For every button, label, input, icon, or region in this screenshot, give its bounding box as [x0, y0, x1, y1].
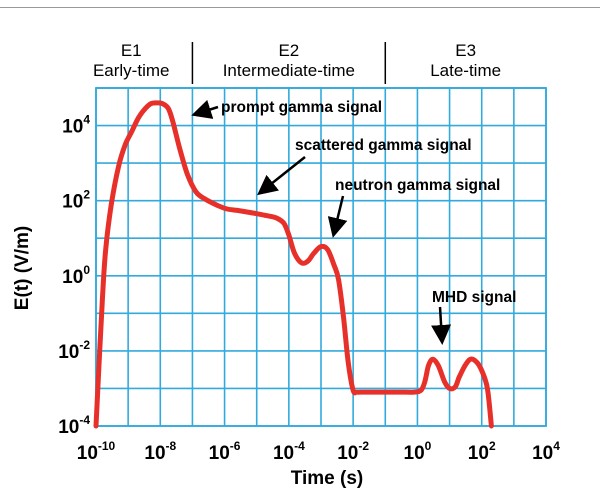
annotation-arrow — [191, 99, 219, 119]
y-tick-label: 10-4 — [58, 413, 90, 438]
region-name: E2 — [278, 41, 299, 60]
x-tick-labels: 10-10 10-8 10-6 10-4 10-2 100 102 104 — [77, 439, 560, 464]
y-tick-label: 100 — [62, 263, 90, 288]
annotation-arrow — [327, 195, 348, 238]
y-tick-label: 10-2 — [58, 338, 90, 363]
y-tick-labels: 10-4 10-2 100 102 104 — [58, 113, 90, 438]
x-tick-label: 104 — [532, 439, 560, 464]
x-tick-label: 100 — [404, 439, 432, 464]
region-subtitle: Early-time — [93, 61, 170, 80]
region-subtitle: Late-time — [430, 61, 501, 80]
annotation-label: MHD signal — [432, 289, 516, 306]
x-tick-label: 10-2 — [337, 439, 369, 464]
y-axis-title: E(t) (V/m) — [12, 226, 33, 310]
grid — [95, 87, 547, 427]
x-tick-label: 10-8 — [144, 439, 176, 464]
x-tick-label: 10-4 — [273, 439, 305, 464]
region-subtitle: Intermediate-time — [223, 61, 355, 80]
region-name: E3 — [455, 41, 476, 60]
top-rule — [0, 7, 600, 8]
annotation-arrow — [257, 156, 306, 196]
annotations: prompt gamma signal scattered gamma signa… — [191, 99, 516, 345]
x-axis-title: Time (s) — [291, 468, 364, 489]
annotation-arrow — [431, 306, 452, 345]
series-line — [93, 100, 494, 429]
plot-frame — [95, 87, 547, 427]
y-tick-label: 102 — [62, 188, 90, 213]
annotation-label: prompt gamma signal — [221, 99, 382, 116]
x-tick-label: 102 — [468, 439, 496, 464]
annotation-label: scattered gamma signal — [295, 137, 472, 154]
x-tick-label: 10-6 — [209, 439, 241, 464]
region-name: E1 — [121, 41, 142, 60]
y-tick-label: 104 — [62, 113, 90, 138]
annotation-label: neutron gamma signal — [335, 177, 500, 194]
series-curve-group — [93, 100, 494, 429]
x-tick-label: 10-10 — [77, 439, 116, 464]
